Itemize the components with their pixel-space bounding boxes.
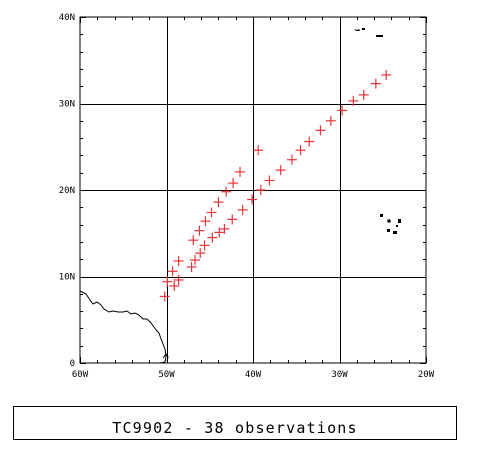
observation-marker bbox=[199, 240, 210, 251]
observation-marker bbox=[337, 105, 348, 116]
observation-markers bbox=[159, 69, 392, 302]
observation-marker bbox=[315, 125, 326, 136]
islands bbox=[354, 28, 401, 234]
observation-marker bbox=[275, 165, 286, 176]
observation-marker bbox=[159, 291, 170, 302]
x-tick-label: 40W bbox=[245, 370, 262, 380]
observation-marker bbox=[173, 255, 184, 266]
observation-marker bbox=[304, 136, 315, 147]
observation-marker bbox=[227, 214, 238, 225]
observation-marker bbox=[295, 145, 306, 156]
y-tick-label: 0 bbox=[70, 359, 75, 369]
x-tick-label: 30W bbox=[331, 370, 348, 380]
x-tick-label: 20W bbox=[418, 370, 435, 380]
observation-marker bbox=[190, 255, 201, 266]
x-tick-label: 60W bbox=[72, 370, 89, 380]
observation-marker bbox=[194, 225, 205, 236]
caption-box: TC9902 - 38 observations bbox=[13, 406, 457, 440]
axes: 60W 50W 40W 30W 20W 0 10N 20N 30N 40N bbox=[59, 13, 435, 380]
observation-marker bbox=[255, 185, 266, 195]
observation-marker bbox=[325, 115, 336, 126]
observation-marker bbox=[188, 235, 199, 246]
x-tick-label: 50W bbox=[158, 370, 175, 380]
observation-marker bbox=[286, 154, 297, 165]
observation-marker bbox=[186, 261, 197, 272]
observation-marker bbox=[237, 204, 248, 215]
observation-marker bbox=[235, 166, 246, 177]
observation-marker bbox=[348, 95, 359, 106]
y-tick-label: 40N bbox=[59, 13, 75, 23]
caption-text: TC9902 - 38 observations bbox=[112, 419, 358, 437]
observation-marker bbox=[247, 194, 258, 205]
observation-marker bbox=[213, 197, 224, 208]
observation-marker bbox=[206, 207, 217, 218]
observation-marker bbox=[167, 266, 178, 277]
observation-marker bbox=[162, 276, 173, 287]
observation-marker bbox=[253, 145, 264, 156]
observation-marker bbox=[169, 281, 180, 292]
grid-lines bbox=[80, 17, 426, 363]
observation-marker bbox=[358, 89, 369, 100]
observation-marker bbox=[214, 227, 225, 238]
observation-marker bbox=[195, 248, 206, 259]
observation-marker bbox=[264, 175, 275, 186]
observation-marker bbox=[228, 178, 239, 189]
y-tick-label: 10N bbox=[59, 273, 75, 283]
observation-marker bbox=[370, 78, 381, 89]
observation-marker bbox=[381, 69, 392, 80]
observation-marker bbox=[173, 274, 184, 285]
observation-marker bbox=[207, 232, 218, 243]
observation-marker bbox=[221, 186, 232, 197]
observation-marker bbox=[219, 223, 230, 234]
y-tick-label: 20N bbox=[59, 186, 75, 196]
observation-marker bbox=[200, 216, 211, 227]
y-tick-label: 30N bbox=[59, 100, 75, 110]
